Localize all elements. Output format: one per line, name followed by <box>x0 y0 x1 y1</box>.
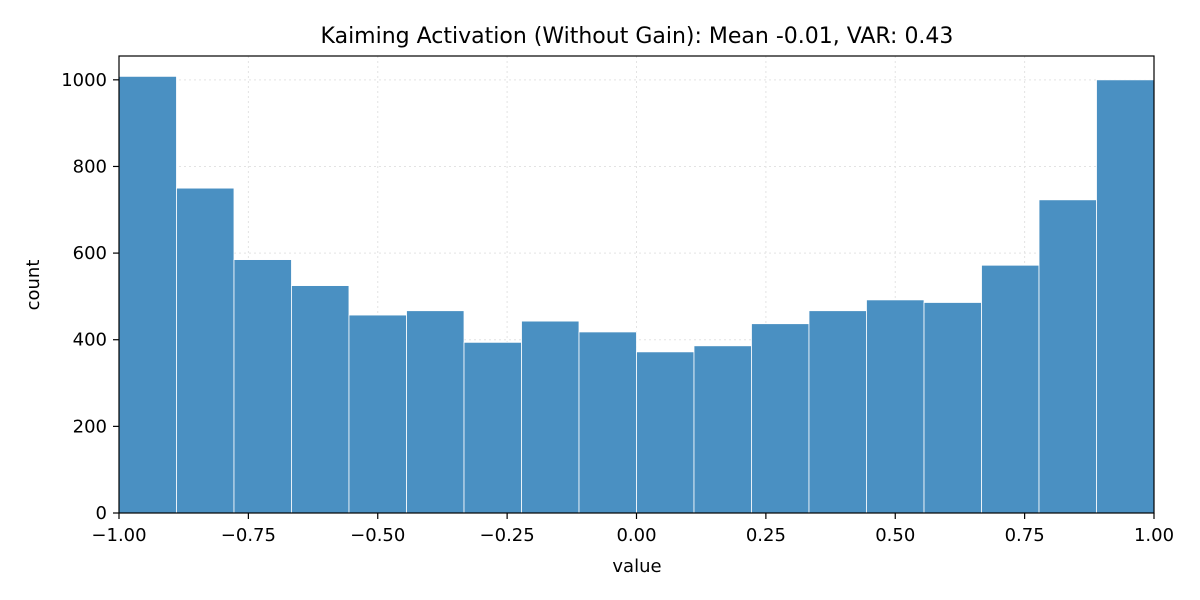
y-tick-label: 400 <box>73 330 107 351</box>
histogram-bar <box>578 331 637 514</box>
y-tick-label: 200 <box>73 416 107 437</box>
histogram-bar <box>291 285 350 514</box>
histogram-bar <box>693 345 752 514</box>
y-tick-label: 800 <box>73 156 107 177</box>
x-axis-label: value <box>612 556 661 577</box>
histogram-bar <box>176 187 235 514</box>
histogram-bar <box>808 310 867 514</box>
y-tick-label: 600 <box>73 243 107 264</box>
y-tick-label: 0 <box>96 503 107 524</box>
histogram-bar <box>463 341 522 514</box>
x-tick-label: −0.25 <box>480 525 535 546</box>
x-tick-label: −1.00 <box>91 525 146 546</box>
x-tick-label: 0.50 <box>875 525 915 546</box>
y-axis-label: count <box>23 260 44 311</box>
bars <box>118 75 1155 514</box>
histogram-bar <box>1038 199 1097 514</box>
histogram-bar <box>751 323 810 514</box>
x-tick-label: 0.00 <box>616 525 656 546</box>
x-axis-ticks: −1.00 −0.75 −0.50 −0.25 0.00 0.25 0.50 0.75 1.00 <box>91 513 1174 546</box>
chart-title: Kaiming Activation (Without Gain): Mean … <box>321 24 954 49</box>
histogram-bar <box>521 320 580 514</box>
histogram-bar <box>348 314 407 514</box>
x-tick-label: −0.50 <box>350 525 405 546</box>
histogram-bar <box>233 259 292 514</box>
histogram-bar <box>981 264 1040 514</box>
histogram-bar <box>866 299 925 514</box>
x-tick-label: 0.75 <box>1005 525 1045 546</box>
x-tick-label: 1.00 <box>1134 525 1174 546</box>
histogram-bar <box>1096 79 1155 514</box>
histogram-bar <box>406 310 465 514</box>
y-axis-ticks: 0 200 400 600 800 1000 <box>61 70 119 524</box>
histogram-bar <box>923 302 982 514</box>
x-tick-label: −0.75 <box>221 525 276 546</box>
histogram-bar <box>118 75 177 514</box>
x-tick-label: 0.25 <box>746 525 786 546</box>
histogram-bar <box>636 351 695 514</box>
y-tick-label: 1000 <box>61 70 107 91</box>
